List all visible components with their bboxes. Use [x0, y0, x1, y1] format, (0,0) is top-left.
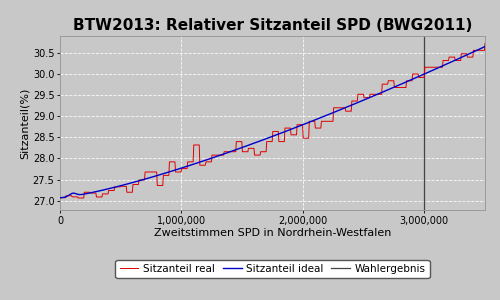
- Line: Sitzanteil ideal: Sitzanteil ideal: [60, 46, 485, 198]
- X-axis label: Zweitstimmen SPD in Nordrhein-Westfalen: Zweitstimmen SPD in Nordrhein-Westfalen: [154, 228, 391, 238]
- Sitzanteil ideal: [192, 162, 198, 166]
- Sitzanteil real: [162, 174, 168, 177]
- Sitzanteil real: [440, 59, 446, 62]
- Sitzanteil real: [178, 170, 184, 174]
- Sitzanteil real: [57, 196, 63, 200]
- Sitzanteil ideal: [336, 108, 342, 112]
- Legend: Sitzanteil real, Sitzanteil ideal, Wahlergebnis: Sitzanteil real, Sitzanteil ideal, Wahle…: [116, 260, 430, 278]
- Sitzanteil real: [75, 196, 81, 200]
- Sitzanteil real: [482, 42, 488, 45]
- Sitzanteil real: [336, 106, 342, 110]
- Y-axis label: Sitzanteil(%): Sitzanteil(%): [20, 87, 30, 159]
- Title: BTW2013: Relativer Sitzanteil SPD (BWG2011): BTW2013: Relativer Sitzanteil SPD (BWG20…: [73, 18, 472, 33]
- Sitzanteil real: [192, 143, 198, 147]
- Line: Sitzanteil real: Sitzanteil real: [60, 44, 485, 198]
- Sitzanteil ideal: [177, 167, 183, 170]
- Sitzanteil ideal: [161, 172, 167, 175]
- Sitzanteil ideal: [440, 64, 446, 68]
- Sitzanteil ideal: [388, 87, 394, 90]
- Sitzanteil ideal: [482, 45, 488, 48]
- Sitzanteil real: [388, 79, 394, 83]
- Sitzanteil ideal: [57, 196, 63, 200]
